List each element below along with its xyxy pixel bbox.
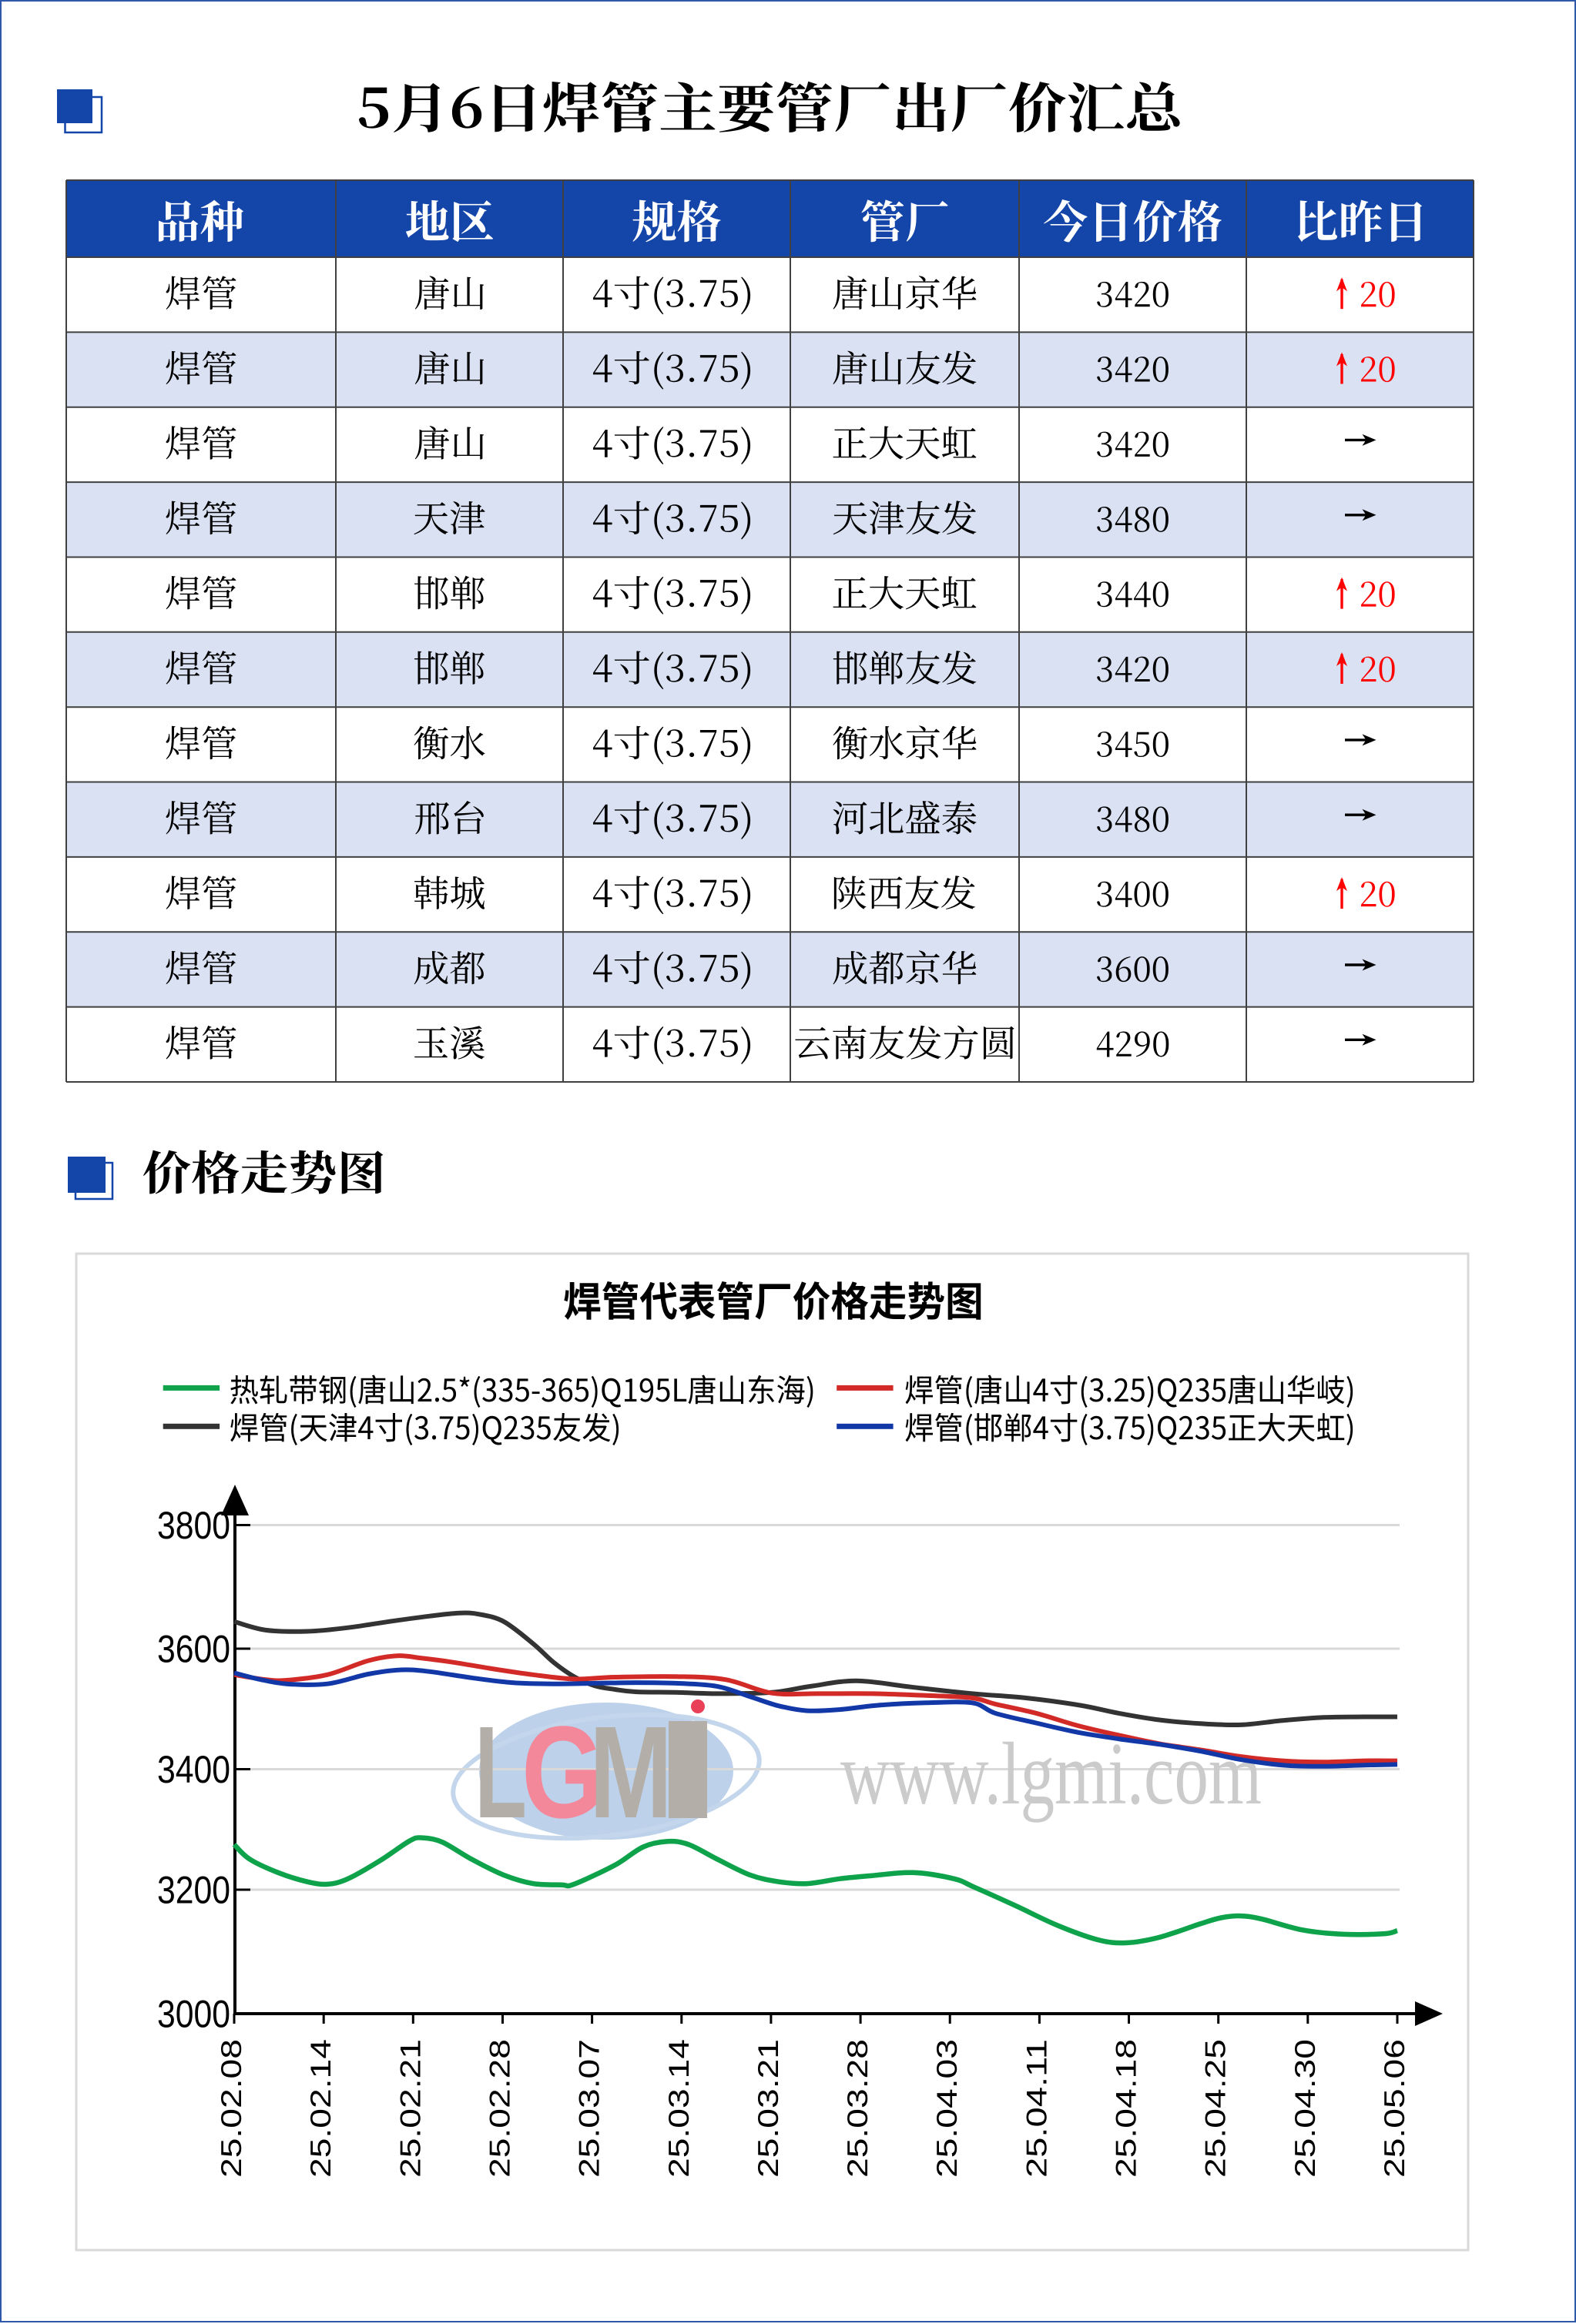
svg-text:25.03.07: 25.03.07 [574,2039,605,2178]
svg-text:G: G [521,1699,604,1846]
svg-text:25.03.14: 25.03.14 [663,2039,695,2178]
svg-text:25.04.18: 25.04.18 [1111,2039,1142,2178]
svg-text:25.04.25: 25.04.25 [1200,2039,1232,2178]
svg-text:25.02.14: 25.02.14 [305,2039,337,2178]
svg-text:25.02.21: 25.02.21 [394,2039,426,2178]
svg-text:3000: 3000 [157,1993,230,2036]
svg-text:M: M [589,1699,672,1846]
svg-text:25.03.21: 25.03.21 [753,2039,784,2178]
svg-text:25.04.30: 25.04.30 [1289,2039,1321,2178]
svg-text:25.03.28: 25.03.28 [842,2039,874,2178]
svg-text:3600: 3600 [157,1628,230,1671]
svg-text:25.02.08: 25.02.08 [216,2039,247,2178]
svg-text:25.04.11: 25.04.11 [1021,2039,1052,2178]
svg-text:www.lgmi.com: www.lgmi.com [840,1725,1262,1823]
svg-text:25.05.06: 25.05.06 [1379,2039,1410,2178]
svg-text:25.04.03: 25.04.03 [931,2039,963,2178]
svg-text:3800: 3800 [157,1504,230,1547]
svg-text:3200: 3200 [157,1869,230,1912]
svg-text:3400: 3400 [157,1748,230,1791]
svg-text:L: L [474,1699,527,1846]
svg-text:25.02.28: 25.02.28 [485,2039,516,2178]
